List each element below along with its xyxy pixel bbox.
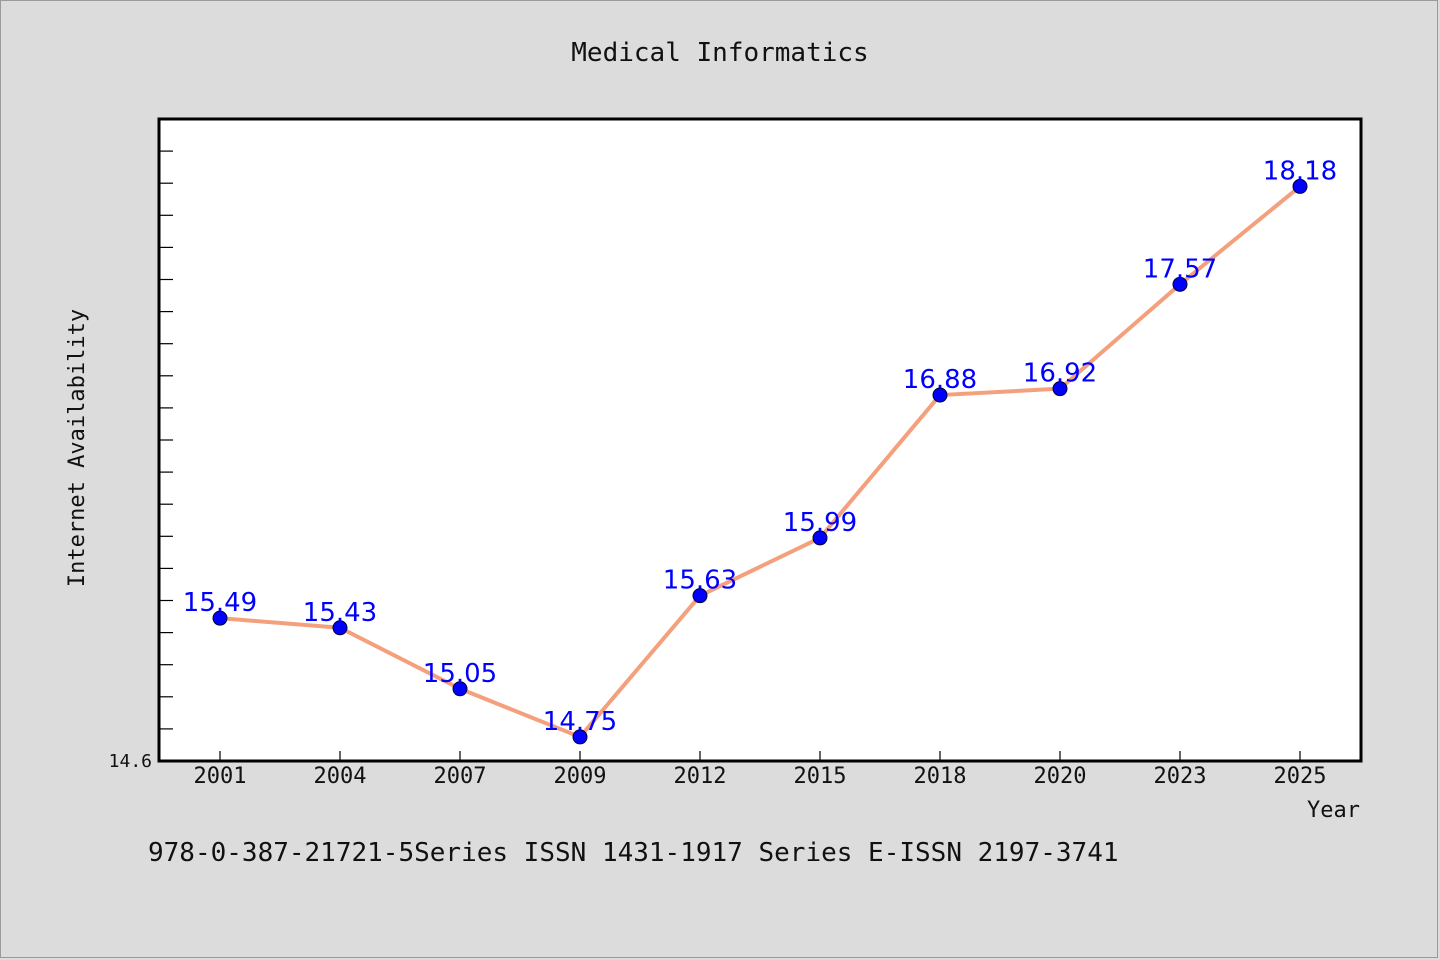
x-tick-label: 2007 [434, 764, 487, 789]
data-point [572, 729, 588, 745]
data-label: 15.63 [663, 566, 737, 596]
data-point [812, 530, 828, 546]
data-point [452, 681, 468, 697]
x-axis-ticks [219, 751, 1301, 761]
chart-title: Medical Informatics [571, 38, 868, 68]
x-tick-label: 2012 [674, 764, 727, 789]
data-label: 15.49 [183, 588, 257, 618]
data-point [932, 387, 948, 403]
data-label: 15.05 [423, 659, 497, 689]
data-label: 14.75 [543, 707, 617, 737]
series-line [219, 184, 1302, 739]
series-markers [212, 178, 1308, 745]
data-label: 15.43 [303, 598, 377, 628]
data-point [692, 588, 708, 604]
footer-text: 978-0-387-21721-5Series ISSN 1431-1917 S… [148, 838, 1119, 868]
data-point [1052, 381, 1068, 397]
y-tick-label-min: 14.6 [109, 751, 152, 772]
x-tick-label: 2025 [1274, 764, 1327, 789]
x-tick-label: 2018 [914, 764, 967, 789]
data-labels: 15.49 15.43 15.05 14.75 15.63 15.99 16.88 16.92… [183, 156, 1337, 737]
plot-area [157, 117, 1363, 763]
data-point [1292, 178, 1308, 194]
x-tick-label: 2023 [1154, 764, 1207, 789]
y-axis-ticks [159, 118, 173, 762]
data-point [332, 620, 348, 636]
x-tick-label: 2004 [314, 764, 367, 789]
x-tick-label: 2015 [794, 764, 847, 789]
data-label: 18.18 [1263, 156, 1337, 186]
x-tick-label: 2001 [194, 764, 247, 789]
data-label: 16.88 [903, 365, 977, 395]
x-tick-label: 2009 [554, 764, 607, 789]
data-label: 17.57 [1143, 254, 1217, 284]
data-point [212, 610, 228, 626]
x-tick-label: 2020 [1034, 764, 1087, 789]
x-tick-labels: 2001 2004 2007 2009 2012 2015 2018 2020 2023 2025 [194, 764, 1327, 789]
data-label: 15.99 [783, 508, 857, 538]
data-point [1172, 276, 1188, 292]
x-axis-label: Year [1307, 798, 1360, 823]
y-axis-label: Internet Availability [65, 309, 90, 587]
data-label: 16.92 [1023, 359, 1097, 389]
